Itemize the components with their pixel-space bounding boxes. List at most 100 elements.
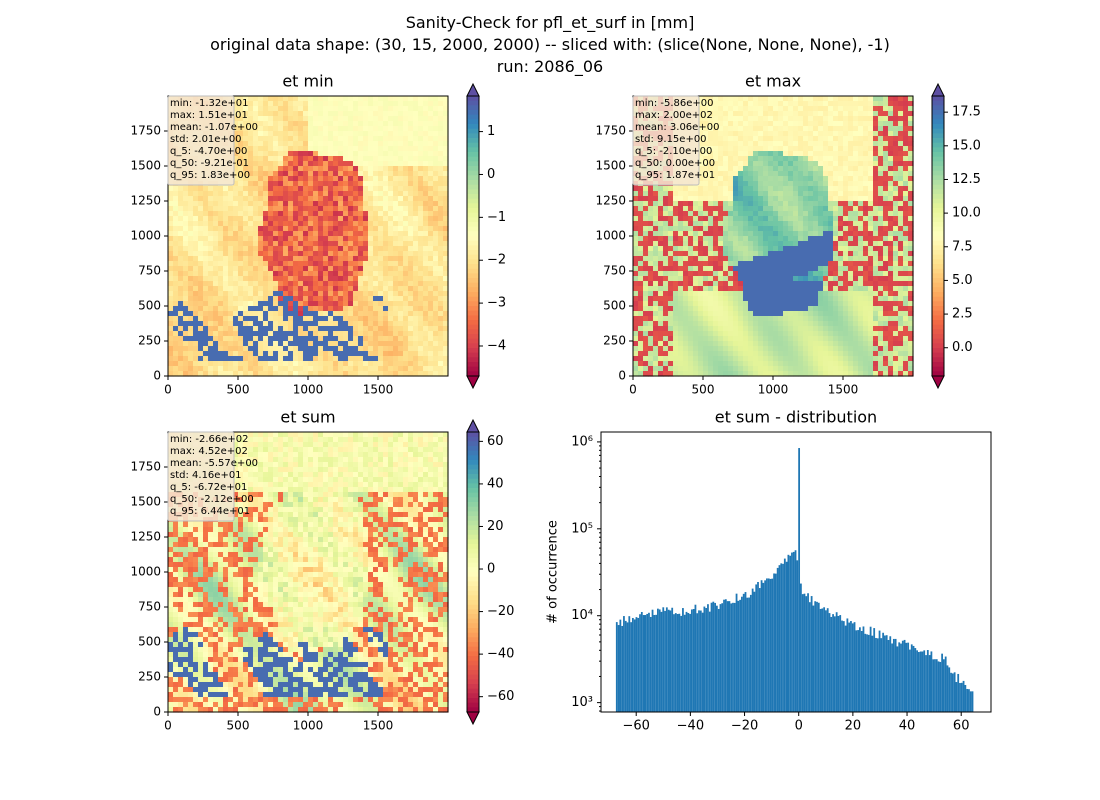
heatmap-cell: [373, 156, 379, 162]
heatmap-cell: [333, 191, 339, 197]
heatmap-cell: [378, 296, 384, 302]
heatmap-cell: [358, 371, 364, 377]
heatmap-cell: [643, 321, 649, 327]
heatmap-cell: [213, 221, 219, 227]
heatmap-cell: [443, 306, 449, 312]
heatmap-cell: [398, 216, 404, 222]
heatmap-cell: [188, 236, 194, 242]
heatmap-cell: [313, 311, 319, 317]
heatmap-cell: [768, 131, 774, 137]
heatmap-cell: [653, 186, 659, 192]
heatmap-cell: [343, 181, 349, 187]
heatmap-cell: [333, 226, 339, 232]
heatmap-cell: [358, 206, 364, 212]
heatmap-cell: [178, 276, 184, 282]
heatmap-cell: [748, 201, 754, 207]
heatmap-cell: [273, 271, 279, 277]
heatmap-cell: [293, 196, 299, 202]
heatmap-cell: [663, 236, 669, 242]
heatmap-cell: [253, 226, 259, 232]
heatmap-cell: [758, 346, 764, 352]
heatmap-cell: [168, 211, 174, 217]
heatmap-cell: [388, 181, 394, 187]
heatmap-cell: [188, 341, 194, 347]
heatmap-cell: [323, 111, 329, 117]
heatmap-cell: [438, 141, 444, 147]
heatmap-cell: [243, 161, 249, 167]
heatmap-cell: [333, 181, 339, 187]
heatmap-cell: [398, 281, 404, 287]
heatmap-cell: [188, 296, 194, 302]
heatmap-cell: [208, 361, 214, 367]
colorbar-band: [467, 184, 479, 190]
heatmap-cell: [363, 271, 369, 277]
heatmap-cell: [208, 251, 214, 257]
heatmap-cell: [203, 291, 209, 297]
heatmap-cell: [368, 261, 374, 267]
heatmap-cell: [413, 261, 419, 267]
heatmap-cell: [408, 351, 414, 357]
heatmap-cell: [233, 116, 239, 122]
heatmap-cell: [428, 206, 434, 212]
heatmap-cell: [293, 176, 299, 182]
heatmap-cell: [743, 301, 749, 307]
heatmap-cell: [188, 261, 194, 267]
heatmap-cell: [753, 126, 759, 132]
heatmap-cell: [388, 196, 394, 202]
heatmap-cell: [298, 146, 304, 152]
heatmap-cell: [773, 146, 779, 152]
heatmap-cell: [703, 226, 709, 232]
heatmap-cell: [708, 366, 714, 372]
heatmap-cell: [763, 306, 769, 312]
heatmap-cell: [708, 256, 714, 262]
heatmap-cell: [438, 196, 444, 202]
heatmap-cell: [763, 126, 769, 132]
heatmap-cell: [358, 366, 364, 372]
heatmap-cell: [223, 281, 229, 287]
heatmap-cell: [178, 296, 184, 302]
heatmap-cell: [368, 246, 374, 252]
heatmap-cell: [758, 331, 764, 337]
heatmap-cell: [373, 106, 379, 112]
heatmap-cell: [703, 216, 709, 222]
heatmap-cell: [723, 296, 729, 302]
heatmap-cell: [248, 181, 254, 187]
heatmap-cell: [418, 286, 424, 292]
heatmap-cell: [233, 256, 239, 262]
heatmap-cell: [673, 221, 679, 227]
heatmap-cell: [403, 186, 409, 192]
heatmap-cell: [283, 191, 289, 197]
heatmap-cell: [278, 211, 284, 217]
heatmap-cell: [228, 211, 234, 217]
heatmap-cell: [283, 226, 289, 232]
heatmap-cell: [758, 256, 764, 262]
heatmap-cell: [348, 366, 354, 372]
heatmap-cell: [728, 286, 734, 292]
heatmap-cell: [723, 331, 729, 337]
heatmap-cell: [698, 191, 704, 197]
heatmap-cell: [763, 321, 769, 327]
colorbar-band: [467, 124, 479, 130]
heatmap-cell: [328, 131, 334, 137]
heatmap-cell: [433, 116, 439, 122]
heatmap-cell: [438, 341, 444, 347]
heatmap-cell: [413, 96, 419, 102]
heatmap-cell: [648, 236, 654, 242]
heatmap-cell: [313, 156, 319, 162]
heatmap-cell: [368, 326, 374, 332]
heatmap-cell: [768, 196, 774, 202]
heatmap-cell: [373, 341, 379, 347]
heatmap-cell: [183, 341, 189, 347]
heatmap-cell: [703, 291, 709, 297]
heatmap-cell: [718, 336, 724, 342]
heatmap-cell: [738, 246, 744, 252]
heatmap-cell: [358, 321, 364, 327]
heatmap-cell: [168, 286, 174, 292]
heatmap-cell: [658, 216, 664, 222]
heatmap-cell: [398, 201, 404, 207]
heatmap-cell: [388, 206, 394, 212]
heatmap-cell: [223, 186, 229, 192]
heatmap-cell: [653, 236, 659, 242]
heatmap-cell: [238, 246, 244, 252]
heatmap-cell: [733, 291, 739, 297]
